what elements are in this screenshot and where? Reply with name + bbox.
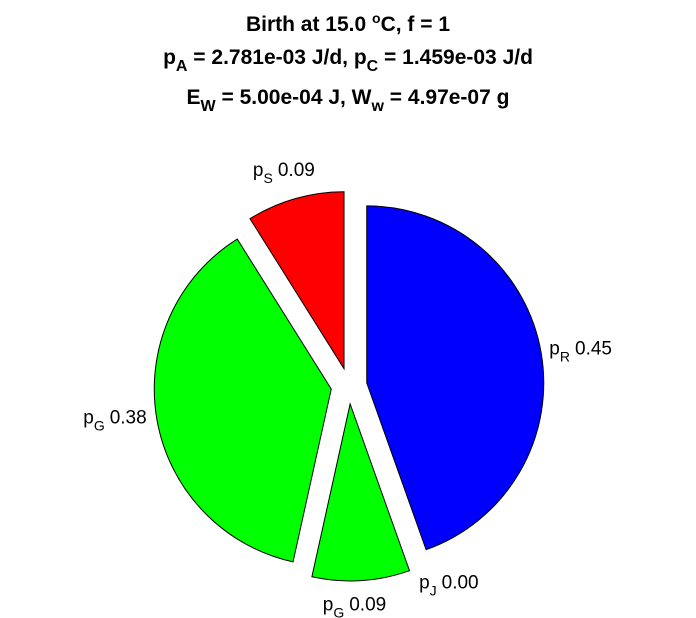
pie-slices: [153, 191, 545, 582]
pie-slice-pG-3: [153, 238, 332, 563]
title-line-3: EW = 5.00e-04 J, Ww = 4.97e-07 g: [187, 86, 510, 115]
chart-title: Birth at 15.0 oC, f = 1 pA = 2.781e-03 J/…: [163, 10, 533, 115]
title-line-2: pA = 2.781e-03 J/d, pC = 1.459e-03 J/d: [163, 46, 533, 75]
slice-label-pG-2: pG 0.09: [323, 595, 386, 618]
slice-label-pG-3: pG 0.38: [83, 407, 146, 433]
slice-label-pS-4: pS 0.09: [253, 160, 315, 186]
pie-slice-pG-2: [311, 402, 411, 582]
slice-label-pR-0: pR 0.45: [549, 339, 612, 365]
slice-label-pJ-1: pJ 0.00: [419, 572, 479, 598]
pie-slice-pR-0: [366, 205, 545, 551]
title-line-1: Birth at 15.0 oC, f = 1: [246, 10, 450, 36]
pie-labels: pR 0.45 pJ 0.00 pG 0.09 pG 0.38 pS 0.09: [83, 160, 612, 618]
pie-slice-pS-4: [249, 191, 345, 371]
